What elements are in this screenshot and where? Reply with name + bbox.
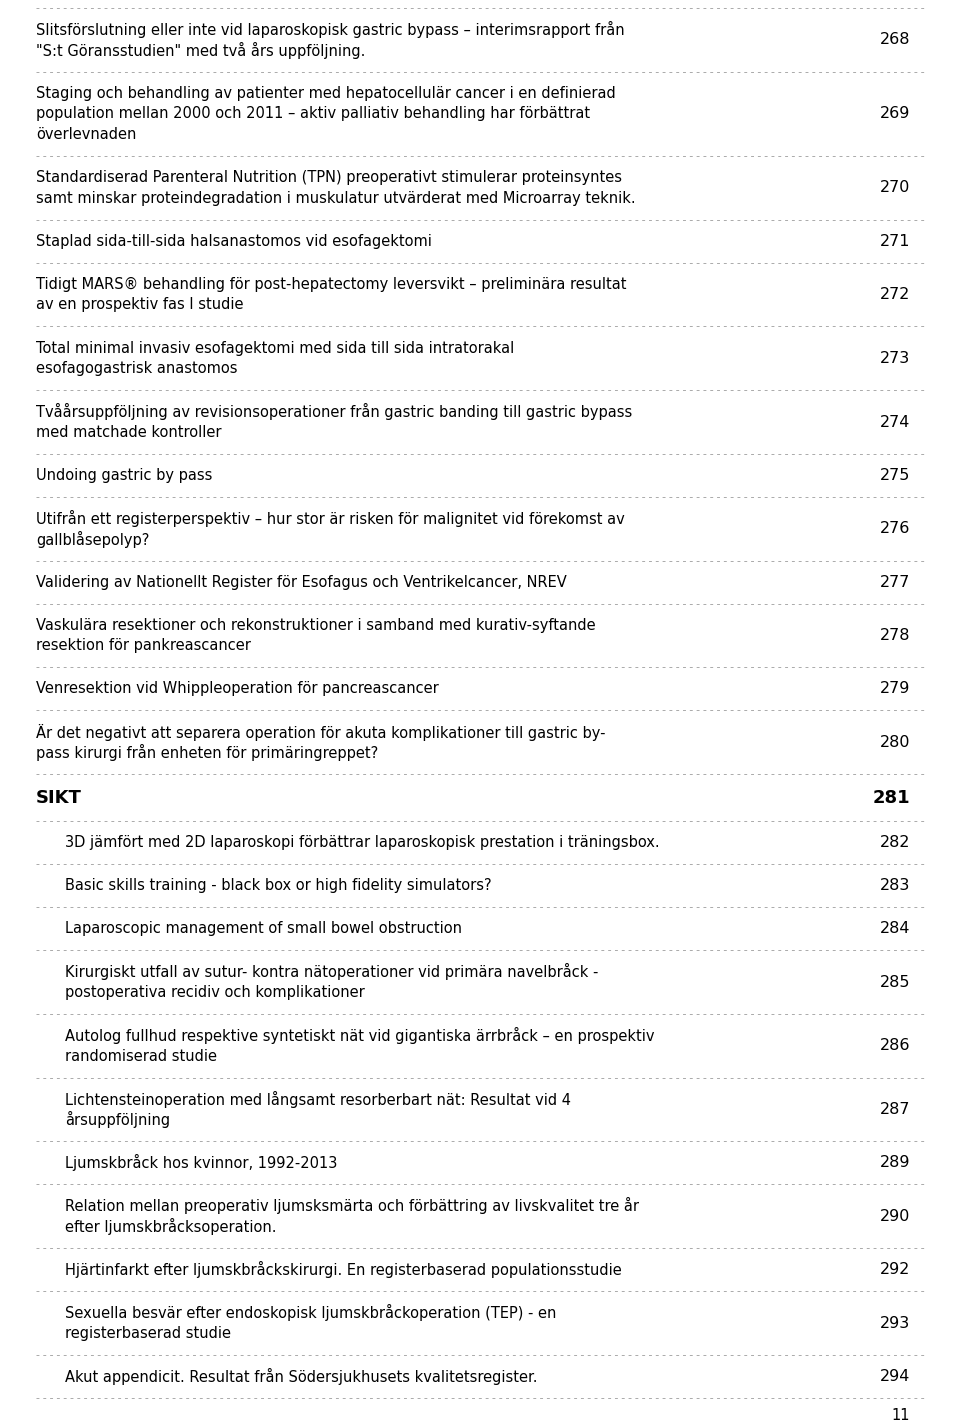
Text: 272: 272 (879, 287, 910, 302)
Text: Utifrån ett registerperspektiv – hur stor är risken för malignitet vid förekomst: Utifrån ett registerperspektiv – hur sto… (36, 511, 625, 528)
Text: Kirurgiskt utfall av sutur- kontra nätoperationer vid primära navelbråck -: Kirurgiskt utfall av sutur- kontra nätop… (65, 964, 598, 980)
Text: 276: 276 (879, 522, 910, 536)
Text: 282: 282 (879, 836, 910, 850)
Text: av en prospektiv fas I studie: av en prospektiv fas I studie (36, 298, 244, 312)
Text: Undoing gastric by pass: Undoing gastric by pass (36, 468, 212, 483)
Text: Akut appendicit. Resultat från Södersjukhusets kvalitetsregister.: Akut appendicit. Resultat från Södersjuk… (65, 1368, 538, 1385)
Text: gallblåsepolyp?: gallblåsepolyp? (36, 530, 150, 548)
Text: SIKT: SIKT (36, 789, 82, 807)
Text: Venresektion vid Whippleoperation för pancreascancer: Venresektion vid Whippleoperation för pa… (36, 682, 439, 696)
Text: 3D jämfört med 2D laparoskopi förbättrar laparoskopisk prestation i träningsbox.: 3D jämfört med 2D laparoskopi förbättrar… (65, 836, 660, 850)
Text: 11: 11 (892, 1407, 910, 1423)
Text: Relation mellan preoperativ ljumsksmärta och förbättring av livskvalitet tre år: Relation mellan preoperativ ljumsksmärta… (65, 1198, 639, 1215)
Text: 274: 274 (879, 415, 910, 429)
Text: Validering av Nationellt Register för Esofagus och Ventrikelcancer, NREV: Validering av Nationellt Register för Es… (36, 575, 566, 590)
Text: 279: 279 (879, 682, 910, 696)
Text: 285: 285 (879, 974, 910, 990)
Text: resektion för pankreascancer: resektion för pankreascancer (36, 639, 251, 653)
Text: efter ljumskbråcksoperation.: efter ljumskbråcksoperation. (65, 1218, 276, 1235)
Text: Total minimal invasiv esofagektomi med sida till sida intratorakal: Total minimal invasiv esofagektomi med s… (36, 341, 515, 355)
Text: 293: 293 (879, 1316, 910, 1330)
Text: registerbaserad studie: registerbaserad studie (65, 1326, 231, 1340)
Text: postoperativa recidiv och komplikationer: postoperativa recidiv och komplikationer (65, 985, 365, 1000)
Text: "S:t Göransstudien" med två års uppföljning.: "S:t Göransstudien" med två års uppföljn… (36, 41, 366, 58)
Text: Staging och behandling av patienter med hepatocellulär cancer i en definierad: Staging och behandling av patienter med … (36, 86, 615, 101)
Text: överlevnaden: överlevnaden (36, 127, 136, 143)
Text: Sexuella besvär efter endoskopisk ljumskbråckoperation (TEP) - en: Sexuella besvär efter endoskopisk ljumsk… (65, 1305, 557, 1322)
Text: samt minskar proteindegradation i muskulatur utvärderat med Microarray teknik.: samt minskar proteindegradation i muskul… (36, 191, 636, 205)
Text: Laparoscopic management of small bowel obstruction: Laparoscopic management of small bowel o… (65, 921, 462, 937)
Text: 269: 269 (879, 107, 910, 121)
Text: 289: 289 (879, 1155, 910, 1171)
Text: Tidigt MARS® behandling för post-hepatectomy leversvikt – preliminära resultat: Tidigt MARS® behandling för post-hepatec… (36, 277, 627, 292)
Text: Slitsförslutning eller inte vid laparoskopisk gastric bypass – interimsrapport f: Slitsförslutning eller inte vid laparosk… (36, 21, 625, 39)
Text: Vaskulära resektioner och rekonstruktioner i samband med kurativ-syftande: Vaskulära resektioner och rekonstruktion… (36, 617, 595, 633)
Text: population mellan 2000 och 2011 – aktiv palliativ behandling har förbättrat: population mellan 2000 och 2011 – aktiv … (36, 107, 590, 121)
Text: 283: 283 (879, 878, 910, 893)
Text: 292: 292 (879, 1262, 910, 1278)
Text: 280: 280 (879, 734, 910, 750)
Text: 270: 270 (879, 180, 910, 195)
Text: Är det negativt att separera operation för akuta komplikationer till gastric by-: Är det negativt att separera operation f… (36, 723, 606, 740)
Text: 287: 287 (879, 1102, 910, 1117)
Text: pass kirurgi från enheten för primäringreppet?: pass kirurgi från enheten för primäringr… (36, 744, 378, 761)
Text: 278: 278 (879, 627, 910, 643)
Text: Autolog fullhud respektive syntetiskt nät vid gigantiska ärrbråck – en prospekti: Autolog fullhud respektive syntetiskt nä… (65, 1027, 655, 1044)
Text: 277: 277 (879, 575, 910, 590)
Text: 273: 273 (879, 351, 910, 366)
Text: 271: 271 (879, 234, 910, 248)
Text: 281: 281 (873, 789, 910, 807)
Text: 284: 284 (879, 921, 910, 937)
Text: Ljumskbråck hos kvinnor, 1992-2013: Ljumskbråck hos kvinnor, 1992-2013 (65, 1155, 337, 1171)
Text: Tvåårsuppföljning av revisionsoperationer från gastric banding till gastric bypa: Tvåårsuppföljning av revisionsoperatione… (36, 404, 633, 421)
Text: 275: 275 (879, 468, 910, 483)
Text: Standardiserad Parenteral Nutrition (TPN) preoperativt stimulerar proteinsyntes: Standardiserad Parenteral Nutrition (TPN… (36, 170, 622, 185)
Text: Staplad sida-till-sida halsanastomos vid esofagektomi: Staplad sida-till-sida halsanastomos vid… (36, 234, 432, 248)
Text: Lichtensteinoperation med långsamt resorberbart nät: Resultat vid 4: Lichtensteinoperation med långsamt resor… (65, 1091, 571, 1108)
Text: 294: 294 (879, 1369, 910, 1385)
Text: Hjärtinfarkt efter ljumskbråckskirurgi. En registerbaserad populationsstudie: Hjärtinfarkt efter ljumskbråckskirurgi. … (65, 1261, 622, 1278)
Text: 290: 290 (879, 1209, 910, 1224)
Text: med matchade kontroller: med matchade kontroller (36, 425, 222, 439)
Text: esofagogastrisk anastomos: esofagogastrisk anastomos (36, 361, 237, 376)
Text: 268: 268 (879, 33, 910, 47)
Text: randomiserad studie: randomiserad studie (65, 1048, 217, 1064)
Text: 286: 286 (879, 1038, 910, 1054)
Text: årsuppföljning: årsuppföljning (65, 1111, 170, 1128)
Text: Basic skills training - black box or high fidelity simulators?: Basic skills training - black box or hig… (65, 878, 492, 893)
